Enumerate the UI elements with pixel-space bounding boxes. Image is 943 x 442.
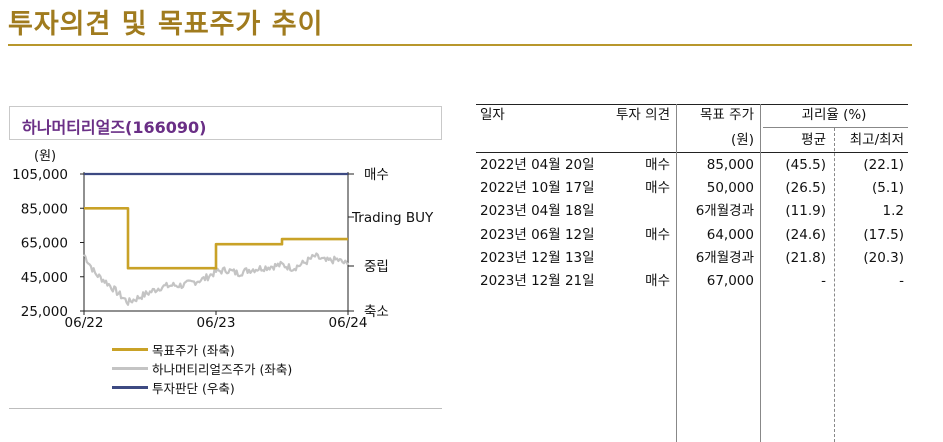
chart-bottom-divider [9,408,442,409]
cell-avg: (24.6) [785,226,826,243]
cell-avg: - [821,273,826,289]
legend-item-opinion: 투자판단 (우축) [112,378,292,397]
header-avg: 평균 [801,132,826,148]
cell-opinion: 매수 [645,273,670,289]
cell-date: 2023년 12월 21일 [480,273,595,289]
header-target-unit: (원) [731,132,754,148]
cell-avg: (11.9) [785,203,826,220]
col-divider-target [676,104,677,442]
header-opinion: 투자 의견 [616,107,670,123]
y-tick-label: 85,000 [21,201,68,217]
header-date: 일자 [480,107,505,123]
cell-target: 64,000 [706,226,754,243]
x-tick-label: 06/23 [197,315,236,331]
y-tick-label: 25,000 [21,304,68,320]
x-tick-label: 06/24 [329,315,368,331]
cell-opinion: 매수 [645,180,670,197]
cell-date: 2022년 10월 17일 [480,180,595,197]
legend-swatch-stock [112,367,148,370]
chart-legend: 목표주가 (좌축) 하나머티리얼즈주가 (좌축) 투자판단 (우축) [112,340,292,397]
cell-date: 2022년 04월 20일 [480,157,595,173]
cell-opinion: 매수 [645,226,670,243]
cell-date: 2023년 04월 18일 [480,203,595,220]
right-axis-label: 중립 [364,259,389,275]
header-hilo: 최고/최저 [849,132,904,148]
cell-avg: (45.5) [785,157,826,173]
page-title: 투자의견 및 목표주가 추이 [8,9,324,40]
header-gap: 괴리율 (%) [801,107,867,123]
cell-hilo: (17.5) [863,226,904,243]
right-axis-label: 축소 [364,304,389,320]
cell-avg: (21.8) [785,249,826,266]
col-divider-gap [760,104,761,442]
cell-opinion: 매수 [645,157,670,173]
cell-date: 2023년 06월 12일 [480,226,595,243]
cell-hilo: 1.2 [882,203,904,220]
header-gap-underline [763,127,908,128]
cell-target: 6개월경과 [695,203,754,220]
cell-target: 6개월경과 [695,249,754,266]
y-tick-label: 105,000 [12,167,68,183]
legend-item-stock: 하나머티리얼즈주가 (좌축) [112,359,292,378]
header-target: 목표 주가 [700,107,754,123]
chart-title-box: 하나머티리얼즈(166090) [9,106,442,140]
cell-target: 67,000 [706,273,754,289]
target-price-line [84,207,348,270]
legend-swatch-target [112,348,148,351]
cell-hilo: (20.3) [863,249,904,266]
cell-avg: (26.5) [785,180,826,197]
col-divider-hilo [834,128,835,442]
table-top-rule [476,104,908,105]
table-header-rule [476,152,908,153]
legend-swatch-opinion [112,386,148,389]
legend-item-target: 목표주가 (좌축) [112,340,292,359]
y-tick-label: 65,000 [21,236,68,252]
opinion-history-table: 일자 투자 의견 목표 주가 (원) 괴리율 (%) 평균 최고/최저 2022… [476,104,908,442]
right-axis-label: Trading BUY [351,210,434,226]
cell-target: 50,000 [706,180,754,197]
chart-title: 하나머티리얼즈(166090) [22,118,207,137]
legend-label-opinion: 투자판단 (우축) [152,381,235,396]
cell-date: 2023년 12월 13일 [480,249,595,266]
cell-hilo: (5.1) [871,180,904,197]
legend-label-target: 목표주가 (좌축) [152,343,235,358]
x-tick-label: 06/22 [65,315,104,331]
y-tick-label: 45,000 [21,270,68,286]
legend-label-stock: 하나머티리얼즈주가 (좌축) [152,362,293,377]
right-axis-label: 매수 [364,167,389,183]
cell-hilo: (22.1) [863,157,904,173]
stock-price-line [83,252,349,306]
cell-target: 85,000 [706,157,754,173]
cell-hilo: - [899,273,904,289]
title-divider [8,44,912,46]
y-axis-unit: (원) [34,149,56,164]
